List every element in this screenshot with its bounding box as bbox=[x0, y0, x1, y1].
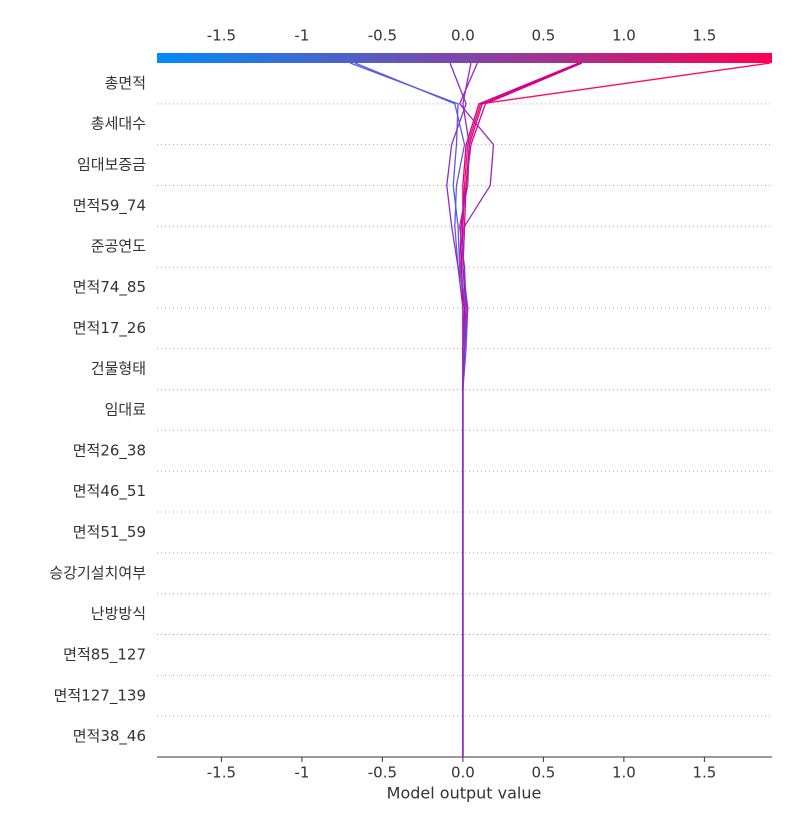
feature-label: 승강기설치여부 bbox=[49, 564, 146, 582]
x-tick-label: 0.0 bbox=[451, 764, 475, 782]
decision-line bbox=[460, 62, 771, 757]
x-tick-label: -1.5 bbox=[207, 764, 236, 782]
feature-label: 임대보증금 bbox=[77, 156, 146, 174]
feature-label: 면적17_26 bbox=[73, 319, 146, 338]
feature-label: 임대료 bbox=[105, 401, 147, 419]
colorbar-tick-label: -0.5 bbox=[368, 27, 397, 45]
feature-label: 면적26_38 bbox=[73, 441, 146, 460]
x-tick-label: -0.5 bbox=[368, 764, 397, 782]
colorbar-tick-label: 1.0 bbox=[612, 27, 636, 45]
decision-line bbox=[460, 62, 580, 757]
feature-label: 면적85_127 bbox=[63, 645, 146, 664]
x-tick-label: 0.5 bbox=[531, 764, 555, 782]
colorbar-tick-label: -1 bbox=[294, 27, 309, 45]
feature-label: 준공연도 bbox=[91, 237, 146, 255]
colorbar-tick-label: 1.5 bbox=[692, 27, 716, 45]
colorbar-tick-label: 0.0 bbox=[451, 27, 475, 45]
feature-label: 면적46_51 bbox=[73, 482, 146, 501]
feature-label: 총세대수 bbox=[91, 115, 146, 133]
colorbar bbox=[157, 53, 772, 63]
feature-label: 면적38_46 bbox=[73, 727, 146, 746]
feature-label: 면적74_85 bbox=[73, 278, 146, 297]
decision-line bbox=[459, 62, 472, 757]
x-tick-label: 1.0 bbox=[612, 764, 636, 782]
x-tick-label: 1.5 bbox=[692, 764, 716, 782]
feature-label: 면적127_139 bbox=[54, 686, 146, 705]
x-axis-label: Model output value bbox=[387, 784, 542, 803]
x-tick-label: -1 bbox=[294, 764, 309, 782]
feature-label: 총면적 bbox=[105, 74, 146, 92]
feature-label: 면적51_59 bbox=[73, 523, 146, 542]
colorbar-tick-label: 0.5 bbox=[531, 27, 555, 45]
feature-label: 면적59_74 bbox=[73, 196, 146, 215]
colorbar-tick-label: -1.5 bbox=[207, 27, 236, 45]
decision-line bbox=[354, 62, 469, 757]
decision-line bbox=[459, 62, 581, 757]
feature-label: 건물형태 bbox=[91, 360, 146, 378]
feature-label: 난방방식 bbox=[91, 605, 146, 623]
decision-line bbox=[462, 62, 583, 757]
